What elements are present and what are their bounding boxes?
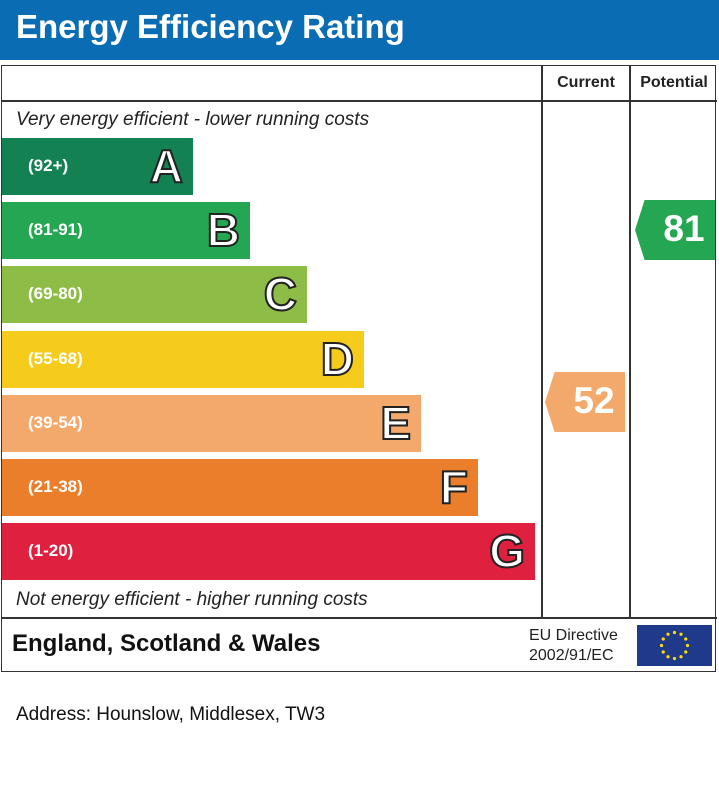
band-b: (81-91) B bbox=[2, 202, 250, 259]
eu-star bbox=[679, 632, 683, 636]
row-divider bbox=[1, 617, 717, 619]
band-e: (39-54) E bbox=[2, 395, 421, 452]
band-range: (92+) bbox=[28, 156, 69, 175]
current-rating-value: 52 bbox=[573, 380, 615, 421]
rating-table bbox=[1, 65, 716, 672]
eu-star bbox=[679, 655, 683, 659]
region-label: England, Scotland & Wales bbox=[12, 630, 321, 657]
address: Address: Hounslow, Middlesex, TW3 bbox=[16, 704, 326, 725]
band-range: (21-38) bbox=[28, 477, 83, 496]
band-letter: D bbox=[320, 332, 355, 386]
eu-flag-icon bbox=[637, 625, 712, 666]
eu-star bbox=[684, 637, 688, 641]
band-letter: E bbox=[379, 396, 412, 450]
eu-star bbox=[661, 650, 665, 654]
band-d: (55-68) D bbox=[2, 331, 364, 388]
bottom-note: Not energy efficient - higher running co… bbox=[16, 589, 368, 610]
column-header-potential: Potential bbox=[640, 74, 708, 91]
eu-star bbox=[666, 655, 670, 659]
header: Energy Efficiency Rating bbox=[0, 0, 719, 60]
directive-line1: EU Directive bbox=[529, 627, 618, 644]
column-divider bbox=[541, 65, 543, 618]
eu-star bbox=[666, 632, 670, 636]
eu-star bbox=[672, 630, 677, 635]
band-letter: F bbox=[439, 460, 469, 514]
chart-title: Energy Efficiency Rating bbox=[16, 8, 405, 45]
band-c: (69-80) C bbox=[2, 266, 307, 323]
band-a: (92+) A bbox=[2, 138, 193, 195]
band-range: (39-54) bbox=[28, 413, 83, 432]
eu-star bbox=[659, 643, 664, 648]
eu-directive: EU Directive 2002/91/EC bbox=[529, 626, 618, 666]
potential-rating-arrow: 81 bbox=[635, 200, 715, 260]
column-header-current: Current bbox=[557, 74, 615, 91]
row-divider bbox=[1, 100, 717, 102]
band-letter: B bbox=[206, 203, 241, 257]
directive-line2: 2002/91/EC bbox=[529, 647, 614, 664]
column-divider bbox=[629, 65, 631, 618]
band-range: (69-80) bbox=[28, 284, 83, 303]
band-letter: G bbox=[488, 524, 526, 578]
potential-rating-value: 81 bbox=[663, 208, 705, 249]
eu-star bbox=[685, 643, 690, 648]
eu-star bbox=[672, 656, 677, 661]
band-range: (55-68) bbox=[28, 349, 83, 368]
band-f: (21-38) F bbox=[2, 459, 478, 516]
band-letter: C bbox=[263, 267, 298, 321]
band-range: (1-20) bbox=[28, 541, 74, 560]
band-g: (1-20) G bbox=[2, 523, 535, 580]
band-letter: A bbox=[149, 139, 184, 193]
band-range: (81-91) bbox=[28, 220, 83, 239]
eu-star bbox=[661, 637, 665, 641]
current-rating-arrow: 52 bbox=[545, 372, 625, 432]
eu-star bbox=[684, 650, 688, 654]
top-note: Very energy efficient - lower running co… bbox=[16, 109, 370, 130]
